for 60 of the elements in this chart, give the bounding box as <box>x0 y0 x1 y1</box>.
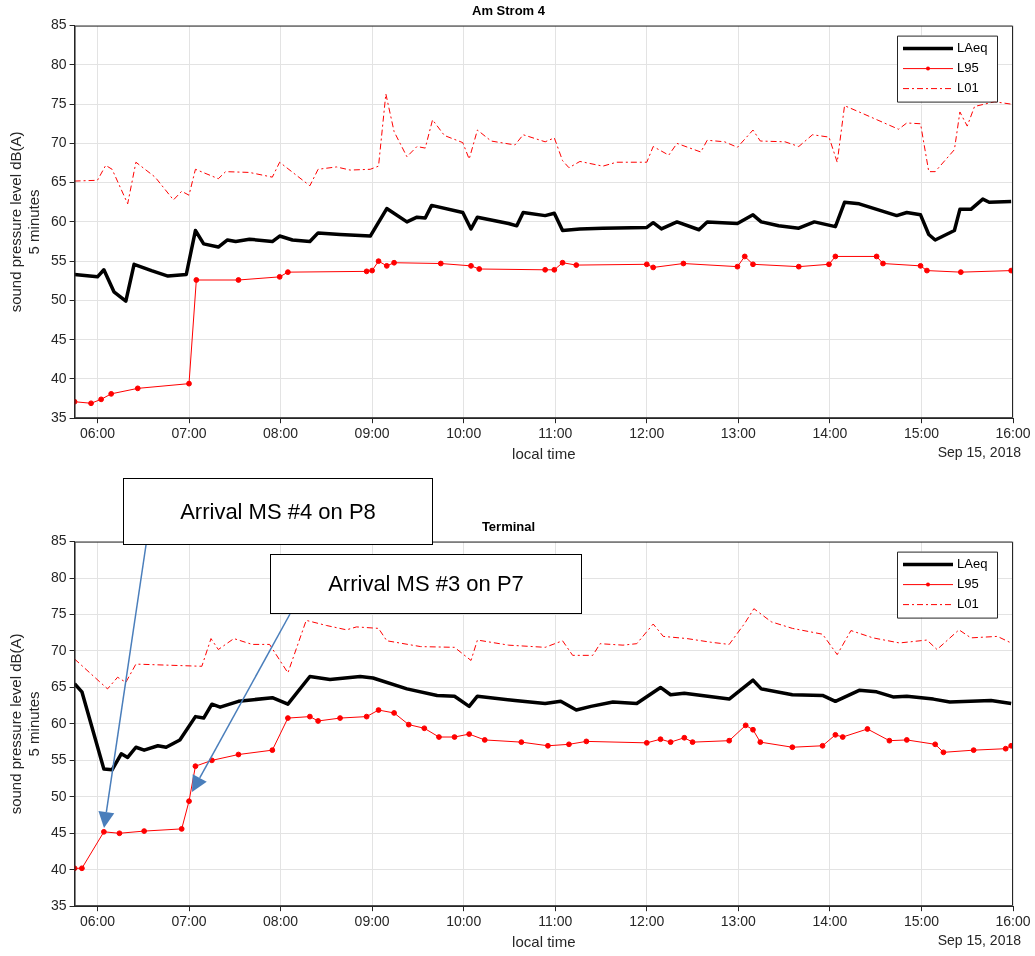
y-tick-label: 80 <box>50 568 67 585</box>
y-tick-label: 85 <box>50 16 67 33</box>
y-tick-label: 75 <box>50 605 67 622</box>
y-tick-label: 35 <box>50 409 67 426</box>
x-tick-label: 15:00 <box>903 425 940 442</box>
legend-label: LAeq <box>957 40 988 56</box>
x-axis-title: local time <box>512 933 576 951</box>
y-tick-label: 80 <box>50 55 67 72</box>
y-tick-label: 55 <box>50 751 67 768</box>
x-tick-label: 06:00 <box>79 425 116 442</box>
y-tick-label: 50 <box>50 291 67 308</box>
x-tick-label: 09:00 <box>354 425 390 442</box>
text: Sep 15, 2018 <box>937 932 1022 949</box>
callout: Arrival MS #3 on P7 <box>270 554 582 614</box>
x-tick-label: 16:00 <box>995 425 1031 442</box>
x-axis-title: local time <box>512 445 576 463</box>
y-tick-label: 35 <box>50 897 67 914</box>
x-tick-label: 10:00 <box>446 913 482 930</box>
x-tick-label: 14:00 <box>812 425 848 442</box>
x-tick-label: 10:00 <box>446 425 482 442</box>
legend-label: LAeq <box>957 556 988 572</box>
x-tick-label: 06:00 <box>79 913 116 930</box>
y-tick-label: 60 <box>50 212 67 229</box>
y-axis-title: sound pressure level dB(A) 5 minutes <box>7 131 43 313</box>
y-tick-label: 45 <box>50 824 67 841</box>
y-tick-label: 40 <box>50 369 67 386</box>
text: Sep 15, 2018 <box>937 444 1022 461</box>
x-tick-label: 12:00 <box>629 913 665 930</box>
chart-title: Terminal <box>481 519 536 535</box>
x-tick-label: 07:00 <box>171 913 207 930</box>
y-tick-label: 70 <box>50 134 67 151</box>
x-tick-label: 08:00 <box>263 913 299 930</box>
x-tick-label: 09:00 <box>354 913 390 930</box>
y-tick-label: 60 <box>50 714 67 731</box>
y-tick-label: 70 <box>50 641 67 658</box>
x-tick-label: 08:00 <box>263 425 299 442</box>
callout: Arrival MS #4 on P8 <box>123 478 433 545</box>
x-tick-label: 13:00 <box>720 425 757 442</box>
x-tick-label: 14:00 <box>812 913 848 930</box>
y-tick-label: 75 <box>50 94 67 111</box>
legend-label: L01 <box>957 596 979 612</box>
legend-label: L95 <box>957 60 979 76</box>
y-axis-title: sound pressure level dB(A) 5 minutes <box>7 633 43 815</box>
legend-label: L01 <box>957 80 979 96</box>
x-tick-label: 13:00 <box>720 913 757 930</box>
x-tick-label: 11:00 <box>538 913 573 930</box>
legend-label: L95 <box>957 576 979 592</box>
y-tick-label: 40 <box>50 860 67 877</box>
y-tick-label: 85 <box>50 532 67 549</box>
y-tick-label: 65 <box>50 678 67 695</box>
x-tick-label: 16:00 <box>995 913 1031 930</box>
x-tick-label: 07:00 <box>171 425 207 442</box>
x-tick-label: 12:00 <box>629 425 665 442</box>
x-tick-label: 15:00 <box>903 913 940 930</box>
y-tick-label: 55 <box>50 252 67 269</box>
y-tick-label: 50 <box>50 787 67 804</box>
x-tick-label: 11:00 <box>538 425 573 442</box>
y-tick-label: 65 <box>50 173 67 190</box>
y-tick-label: 45 <box>50 330 67 347</box>
chart-title: Am Strom 4 <box>472 3 546 19</box>
